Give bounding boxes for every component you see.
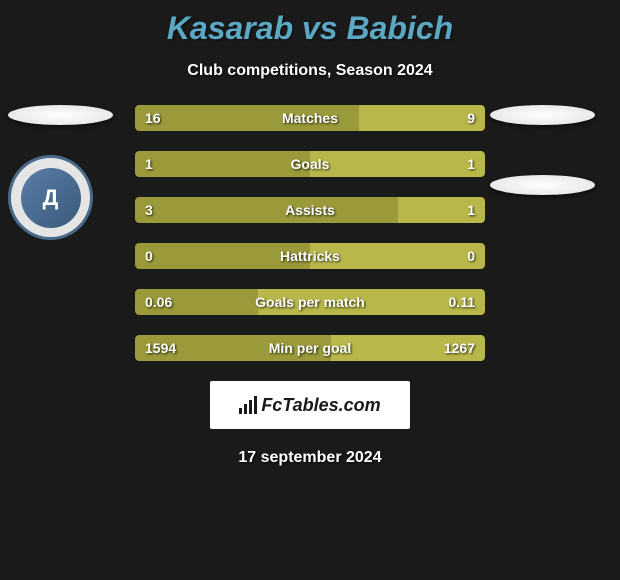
stat-bar: 1594 1267 Min per goal (135, 335, 485, 361)
stat-bar: 3 1 Assists (135, 197, 485, 223)
stat-value-right: 0.11 (449, 294, 475, 310)
chart-icon (239, 396, 257, 414)
stat-bar: 0 0 Hattricks (135, 243, 485, 269)
stat-bar: 16 9 Matches (135, 105, 485, 131)
team2-ellipse-badge-2 (490, 175, 595, 195)
page-title: Kasarab vs Babich (0, 0, 620, 47)
stat-fill-right (359, 105, 485, 131)
team1-ellipse-badge (8, 105, 113, 125)
team2-ellipse-badge-1 (490, 105, 595, 125)
stat-bar: 1 1 Goals (135, 151, 485, 177)
stat-fill-left (135, 151, 310, 177)
stat-label: Goals per match (255, 294, 365, 310)
team1-club-badge-inner: Д (21, 168, 81, 228)
right-team-badges (490, 105, 605, 225)
stat-label: Min per goal (269, 340, 351, 356)
stat-label: Goals (291, 156, 330, 172)
main-container: Д 169Matches11Goals31Assists00Hattricks0… (0, 105, 620, 361)
stat-value-left: 0 (145, 248, 153, 264)
stats-area: 16 9 Matches 1 1 Goals 3 1 Assists 0 0 Hattricks 0.0… (135, 105, 485, 361)
stat-value-right: 1 (467, 156, 475, 172)
stat-value-right: 1267 (444, 340, 475, 356)
stat-value-right: 0 (467, 248, 475, 264)
stat-bar: 0.06 0.11 Goals per match (135, 289, 485, 315)
stat-value-left: 16 (145, 110, 161, 126)
stat-label: Hattricks (280, 248, 340, 264)
subtitle: Club competitions, Season 2024 (0, 62, 620, 80)
stat-value-left: 3 (145, 202, 153, 218)
fctables-logo-box[interactable]: FcTables.com (210, 381, 410, 429)
stat-value-right: 9 (467, 110, 475, 126)
stat-value-left: 1594 (145, 340, 176, 356)
stat-fill-left (135, 197, 398, 223)
date-text: 17 september 2024 (0, 449, 620, 467)
stat-value-right: 1 (467, 202, 475, 218)
stat-value-left: 0.06 (145, 294, 172, 310)
stat-label: Assists (285, 202, 335, 218)
fctables-logo-text: FcTables.com (261, 395, 380, 416)
stat-label: Matches (282, 110, 338, 126)
stat-value-left: 1 (145, 156, 153, 172)
left-team-badges: Д (8, 105, 123, 240)
stat-fill-right (310, 151, 485, 177)
team1-club-badge: Д (8, 155, 93, 240)
